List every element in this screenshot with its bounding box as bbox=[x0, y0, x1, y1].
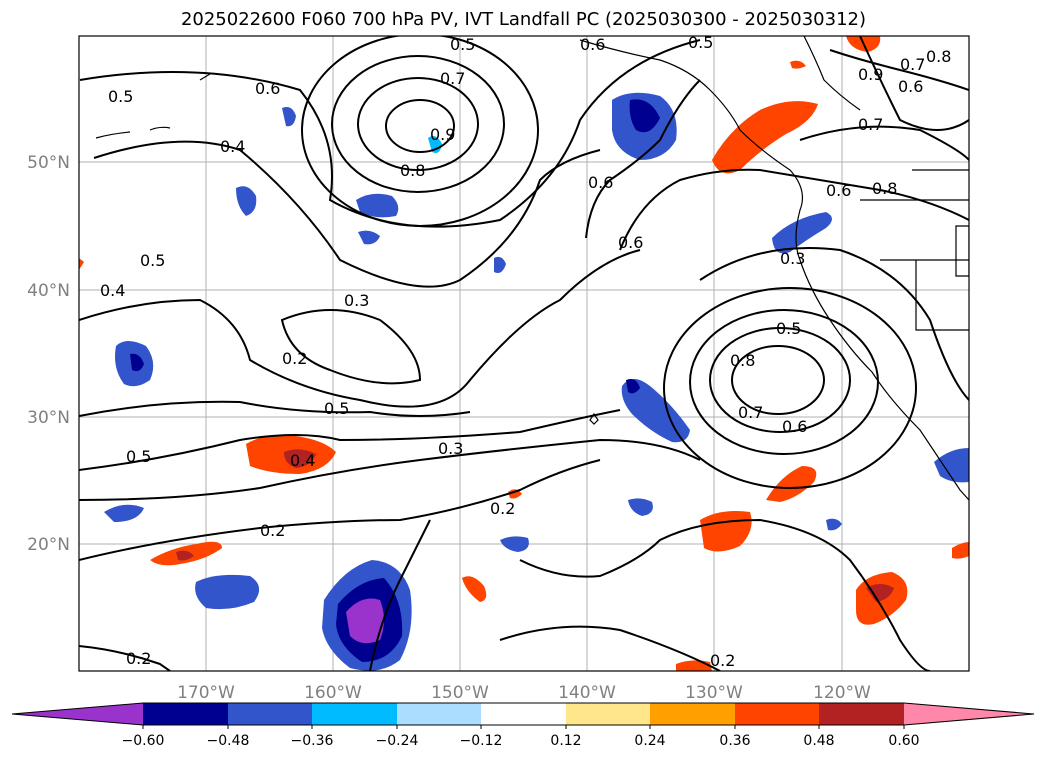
svg-text:0.3: 0.3 bbox=[780, 249, 805, 268]
svg-text:0.2: 0.2 bbox=[260, 521, 285, 540]
colorbar-tick-label: −0.60 bbox=[122, 733, 165, 749]
lon-label: 160°W bbox=[304, 683, 362, 703]
latitude-labels: 50°N 40°N 30°N 20°N bbox=[27, 153, 70, 555]
lat-label: 30°N bbox=[27, 408, 70, 428]
colorbar-tick-label: −0.48 bbox=[207, 733, 250, 749]
svg-text:0.2: 0.2 bbox=[490, 499, 515, 518]
colorbar-segment bbox=[228, 703, 312, 725]
svg-text:0.3: 0.3 bbox=[438, 439, 463, 458]
lon-label: 150°W bbox=[431, 683, 489, 703]
colorbar-tick-label: 0.24 bbox=[634, 733, 665, 749]
colorbar-extend-max bbox=[904, 703, 1034, 725]
colorbar-tick-label: −0.36 bbox=[291, 733, 334, 749]
contour-labels: 0.5 0.6 0.4 0.5 0.4 0.6 0.5 0.6 0.7 0.8 … bbox=[100, 33, 951, 670]
svg-text:0.5: 0.5 bbox=[450, 35, 475, 54]
svg-text:0.6: 0.6 bbox=[588, 173, 613, 192]
lat-label: 20°N bbox=[27, 535, 70, 555]
longitude-labels: 170°W 160°W 150°W 140°W 130°W 120°W bbox=[177, 683, 871, 703]
colorbar-tick-label: 0.60 bbox=[888, 733, 919, 749]
colorbar-segment bbox=[566, 703, 650, 725]
svg-text:0.6: 0.6 bbox=[826, 181, 851, 200]
svg-text:0.5: 0.5 bbox=[324, 399, 349, 418]
map-frame bbox=[78, 35, 970, 672]
colorbar-segment bbox=[735, 703, 819, 725]
svg-text:0.8: 0.8 bbox=[730, 351, 755, 370]
svg-text:0.6: 0.6 bbox=[782, 417, 807, 436]
svg-text:0.3: 0.3 bbox=[344, 291, 369, 310]
svg-text:0.9: 0.9 bbox=[430, 125, 455, 144]
svg-text:0.5: 0.5 bbox=[140, 251, 165, 270]
colorbar-segment bbox=[397, 703, 481, 725]
svg-text:0.2: 0.2 bbox=[126, 649, 151, 668]
lat-label: 40°N bbox=[27, 281, 70, 301]
lat-label: 50°N bbox=[27, 153, 70, 173]
map-panel: 0.5 0.6 0.4 0.5 0.4 0.6 0.5 0.6 0.7 0.8 … bbox=[79, 33, 969, 671]
colorbar-tick-label: 0.36 bbox=[719, 733, 750, 749]
colorbar-segment bbox=[312, 703, 397, 725]
svg-text:0.6: 0.6 bbox=[580, 35, 605, 54]
svg-text:0.9: 0.9 bbox=[858, 65, 883, 84]
lon-label: 130°W bbox=[685, 683, 743, 703]
svg-text:0.7: 0.7 bbox=[858, 115, 883, 134]
svg-text:0.6: 0.6 bbox=[255, 79, 280, 98]
svg-text:0.2: 0.2 bbox=[710, 651, 735, 670]
pv-contours bbox=[79, 36, 969, 671]
svg-text:0.4: 0.4 bbox=[100, 281, 125, 300]
svg-text:0.2: 0.2 bbox=[282, 349, 307, 368]
svg-text:0.5: 0.5 bbox=[688, 33, 713, 52]
svg-text:0.7: 0.7 bbox=[738, 403, 763, 422]
svg-text:0.7: 0.7 bbox=[900, 55, 925, 74]
svg-text:0.4: 0.4 bbox=[290, 451, 315, 470]
colorbar-tick-label: 0.12 bbox=[550, 733, 581, 749]
coastlines bbox=[95, 36, 969, 501]
svg-text:0.5: 0.5 bbox=[776, 319, 801, 338]
svg-text:0.8: 0.8 bbox=[872, 179, 897, 198]
colorbar-segment bbox=[819, 703, 904, 725]
colorbar-tick-label: −0.12 bbox=[460, 733, 503, 749]
map-title: 2025022600 F060 700 hPa PV, IVT Landfall… bbox=[180, 9, 867, 30]
colorbar: −0.60 −0.48 −0.36 −0.24 −0.12 0.12 0.24 0.36 0.4… bbox=[11, 702, 1035, 749]
svg-text:0.4: 0.4 bbox=[220, 137, 245, 156]
lon-label: 170°W bbox=[177, 683, 235, 703]
lon-label: 140°W bbox=[558, 683, 616, 703]
svg-text:0.5: 0.5 bbox=[108, 87, 133, 106]
colorbar-tick-label: −0.24 bbox=[376, 733, 419, 749]
svg-text:0.8: 0.8 bbox=[926, 47, 951, 66]
colorbar-segment bbox=[650, 703, 735, 725]
svg-text:0.8: 0.8 bbox=[400, 161, 425, 180]
colorbar-tick-label: 0.48 bbox=[803, 733, 834, 749]
svg-text:0.6: 0.6 bbox=[618, 233, 643, 252]
svg-text:0.5: 0.5 bbox=[126, 447, 151, 466]
svg-text:0.7: 0.7 bbox=[440, 69, 465, 88]
colorbar-segment bbox=[143, 703, 228, 725]
lon-label: 120°W bbox=[813, 683, 871, 703]
colorbar-extend-min bbox=[12, 703, 143, 725]
colorbar-segment bbox=[481, 703, 566, 725]
svg-text:0.6: 0.6 bbox=[898, 77, 923, 96]
